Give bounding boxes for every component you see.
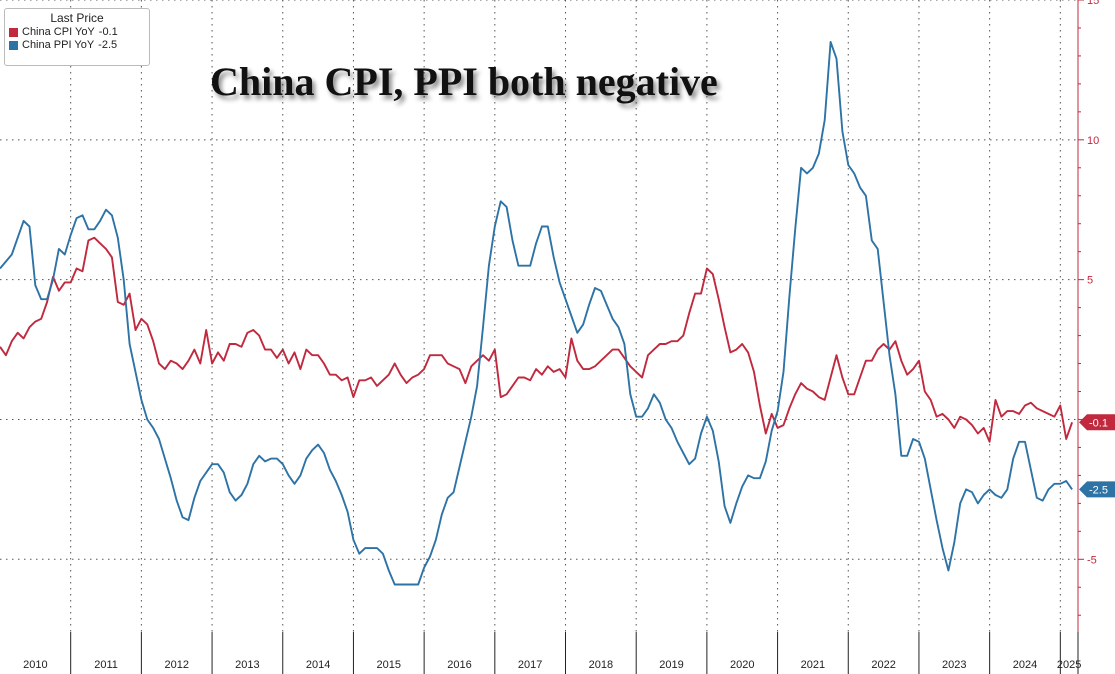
y-tick-label-3: 10 (1087, 135, 1099, 147)
legend: Last Price China CPI YoY -0.1 China PPI … (4, 8, 150, 66)
x-tick-label-2012: 2012 (164, 659, 188, 671)
x-tick-label-2025: 2025 (1057, 659, 1081, 671)
x-tick-label-2017: 2017 (518, 659, 542, 671)
last-value-tag-1: -2.5 (1079, 481, 1115, 498)
y-tick-label-2: 5 (1087, 275, 1093, 287)
x-tick-label-2024: 2024 (1013, 659, 1037, 671)
last-value-tag-0: -0.1 (1079, 414, 1115, 431)
x-tick-label-2013: 2013 (235, 659, 259, 671)
x-tick-label-2022: 2022 (871, 659, 895, 671)
x-tick-label-2014: 2014 (306, 659, 330, 671)
last-value-tag-bg-0 (1079, 414, 1115, 431)
x-tick-label-2019: 2019 (659, 659, 683, 671)
legend-value-ppi: -2.5 (98, 39, 118, 51)
legend-item-ppi: China PPI YoY -2.5 (9, 39, 149, 51)
x-tick-label-2018: 2018 (589, 659, 613, 671)
y-tick-label-4: 15 (1087, 0, 1099, 7)
legend-value-cpi: -0.1 (98, 26, 118, 38)
x-tick-label-2015: 2015 (377, 659, 401, 671)
x-tick-label-2016: 2016 (447, 659, 471, 671)
last-value-tag-bg-1 (1079, 481, 1115, 498)
x-tick-label-2021: 2021 (801, 659, 825, 671)
legend-item-cpi: China CPI YoY -0.1 (9, 26, 149, 38)
chart-headline: China CPI, PPI both negative (210, 59, 718, 104)
x-tick-label-2011: 2011 (94, 659, 118, 671)
y-tick-label-0: -5 (1087, 554, 1097, 566)
last-value-tag-label-1: -2.5 (1089, 484, 1108, 496)
x-tick-label-2023: 2023 (942, 659, 966, 671)
last-value-tag-label-0: -0.1 (1089, 417, 1108, 429)
legend-label-ppi: China PPI YoY (22, 39, 95, 51)
legend-title: Last Price (50, 11, 104, 25)
x-tick-label-2020: 2020 (730, 659, 754, 671)
legend-swatch-ppi (9, 40, 18, 50)
x-tick-label-2010: 2010 (23, 659, 47, 671)
series-line-0 (0, 236, 1073, 443)
series-lines (0, 40, 1073, 586)
legend-swatch-cpi (9, 27, 18, 37)
legend-label-cpi: China CPI YoY (22, 26, 95, 38)
series-line-1 (0, 40, 1073, 586)
